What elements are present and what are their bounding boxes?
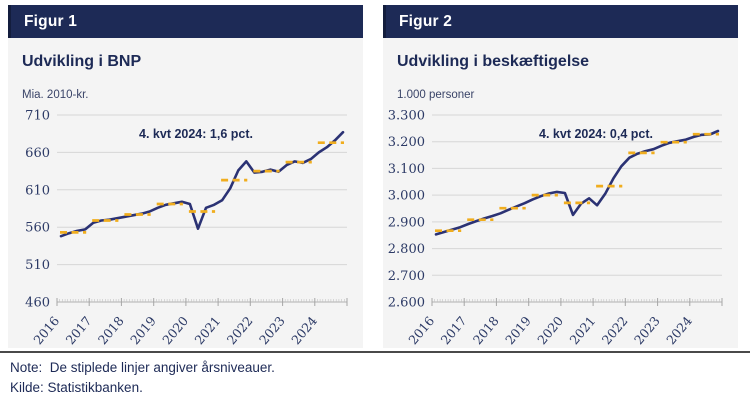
svg-text:2021: 2021 (566, 313, 598, 347)
note-line: Note: De stiplede linjer angiver årsnive… (10, 360, 275, 375)
svg-text:4. kvt 2024: 1,6 pct.: 4. kvt 2024: 1,6 pct. (139, 127, 253, 141)
figure2-title: Udvikling i beskæftigelse (397, 53, 590, 70)
svg-text:3.300: 3.300 (388, 109, 425, 124)
svg-text:610: 610 (25, 183, 50, 198)
svg-text:4. kvt 2024: 0,4 pct.: 4. kvt 2024: 0,4 pct. (539, 127, 653, 141)
svg-text:2017: 2017 (63, 313, 95, 347)
svg-text:2024: 2024 (663, 313, 695, 347)
svg-text:2018: 2018 (470, 313, 502, 347)
source-line: Kilde: Statistikbanken. (10, 380, 143, 395)
svg-text:2.800: 2.800 (388, 242, 425, 257)
svg-text:710: 710 (25, 109, 50, 124)
figure1-unit-label: Mia. 2010-kr. (22, 89, 89, 101)
svg-text:2023: 2023 (256, 313, 288, 347)
svg-text:3.000: 3.000 (388, 189, 425, 204)
svg-text:2019: 2019 (127, 313, 159, 347)
svg-text:3.200: 3.200 (388, 135, 425, 150)
svg-text:2020: 2020 (159, 313, 191, 347)
svg-text:510: 510 (25, 258, 50, 273)
svg-text:2019: 2019 (502, 313, 534, 347)
svg-text:3.100: 3.100 (388, 162, 425, 177)
svg-text:2016: 2016 (405, 313, 437, 347)
svg-text:2018: 2018 (95, 313, 127, 347)
figure1-header-bar: Figur 1 (8, 5, 363, 38)
figure1-title: Udvikling i BNP (22, 53, 142, 70)
svg-text:2.900: 2.900 (388, 215, 425, 230)
svg-text:2017: 2017 (438, 313, 470, 347)
figure2-header-label: Figur 2 (399, 12, 453, 30)
employment-line-chart: 2.600 2.700 2.800 2.900 3.000 3.100 3.200 3.300… (388, 109, 723, 347)
svg-text:2024: 2024 (288, 313, 320, 347)
svg-text:660: 660 (25, 146, 50, 161)
divider-line (0, 351, 750, 353)
svg-text:2022: 2022 (224, 313, 256, 347)
svg-text:2020: 2020 (534, 313, 566, 347)
svg-text:2023: 2023 (631, 313, 663, 347)
svg-text:2022: 2022 (599, 313, 631, 347)
svg-text:460: 460 (25, 296, 50, 311)
footnotes: Note: De stiplede linjer angiver årsnive… (10, 358, 275, 398)
figure2-unit-label: 1.000 personer (397, 89, 475, 101)
svg-text:2021: 2021 (191, 313, 223, 347)
figure2-panel: Figur 2 Udvikling i beskæftigelse 1.000 … (383, 5, 738, 348)
svg-text:560: 560 (25, 221, 50, 236)
svg-text:2.700: 2.700 (388, 269, 425, 284)
figure2-header-bar: Figur 2 (383, 5, 738, 38)
figure1-panel: Figur 1 Udvikling i BNP Mia. 2010-kr. 46… (8, 5, 363, 348)
svg-text:2.600: 2.600 (388, 296, 425, 311)
figure1-header-label: Figur 1 (24, 12, 78, 30)
svg-text:2016: 2016 (30, 313, 62, 347)
